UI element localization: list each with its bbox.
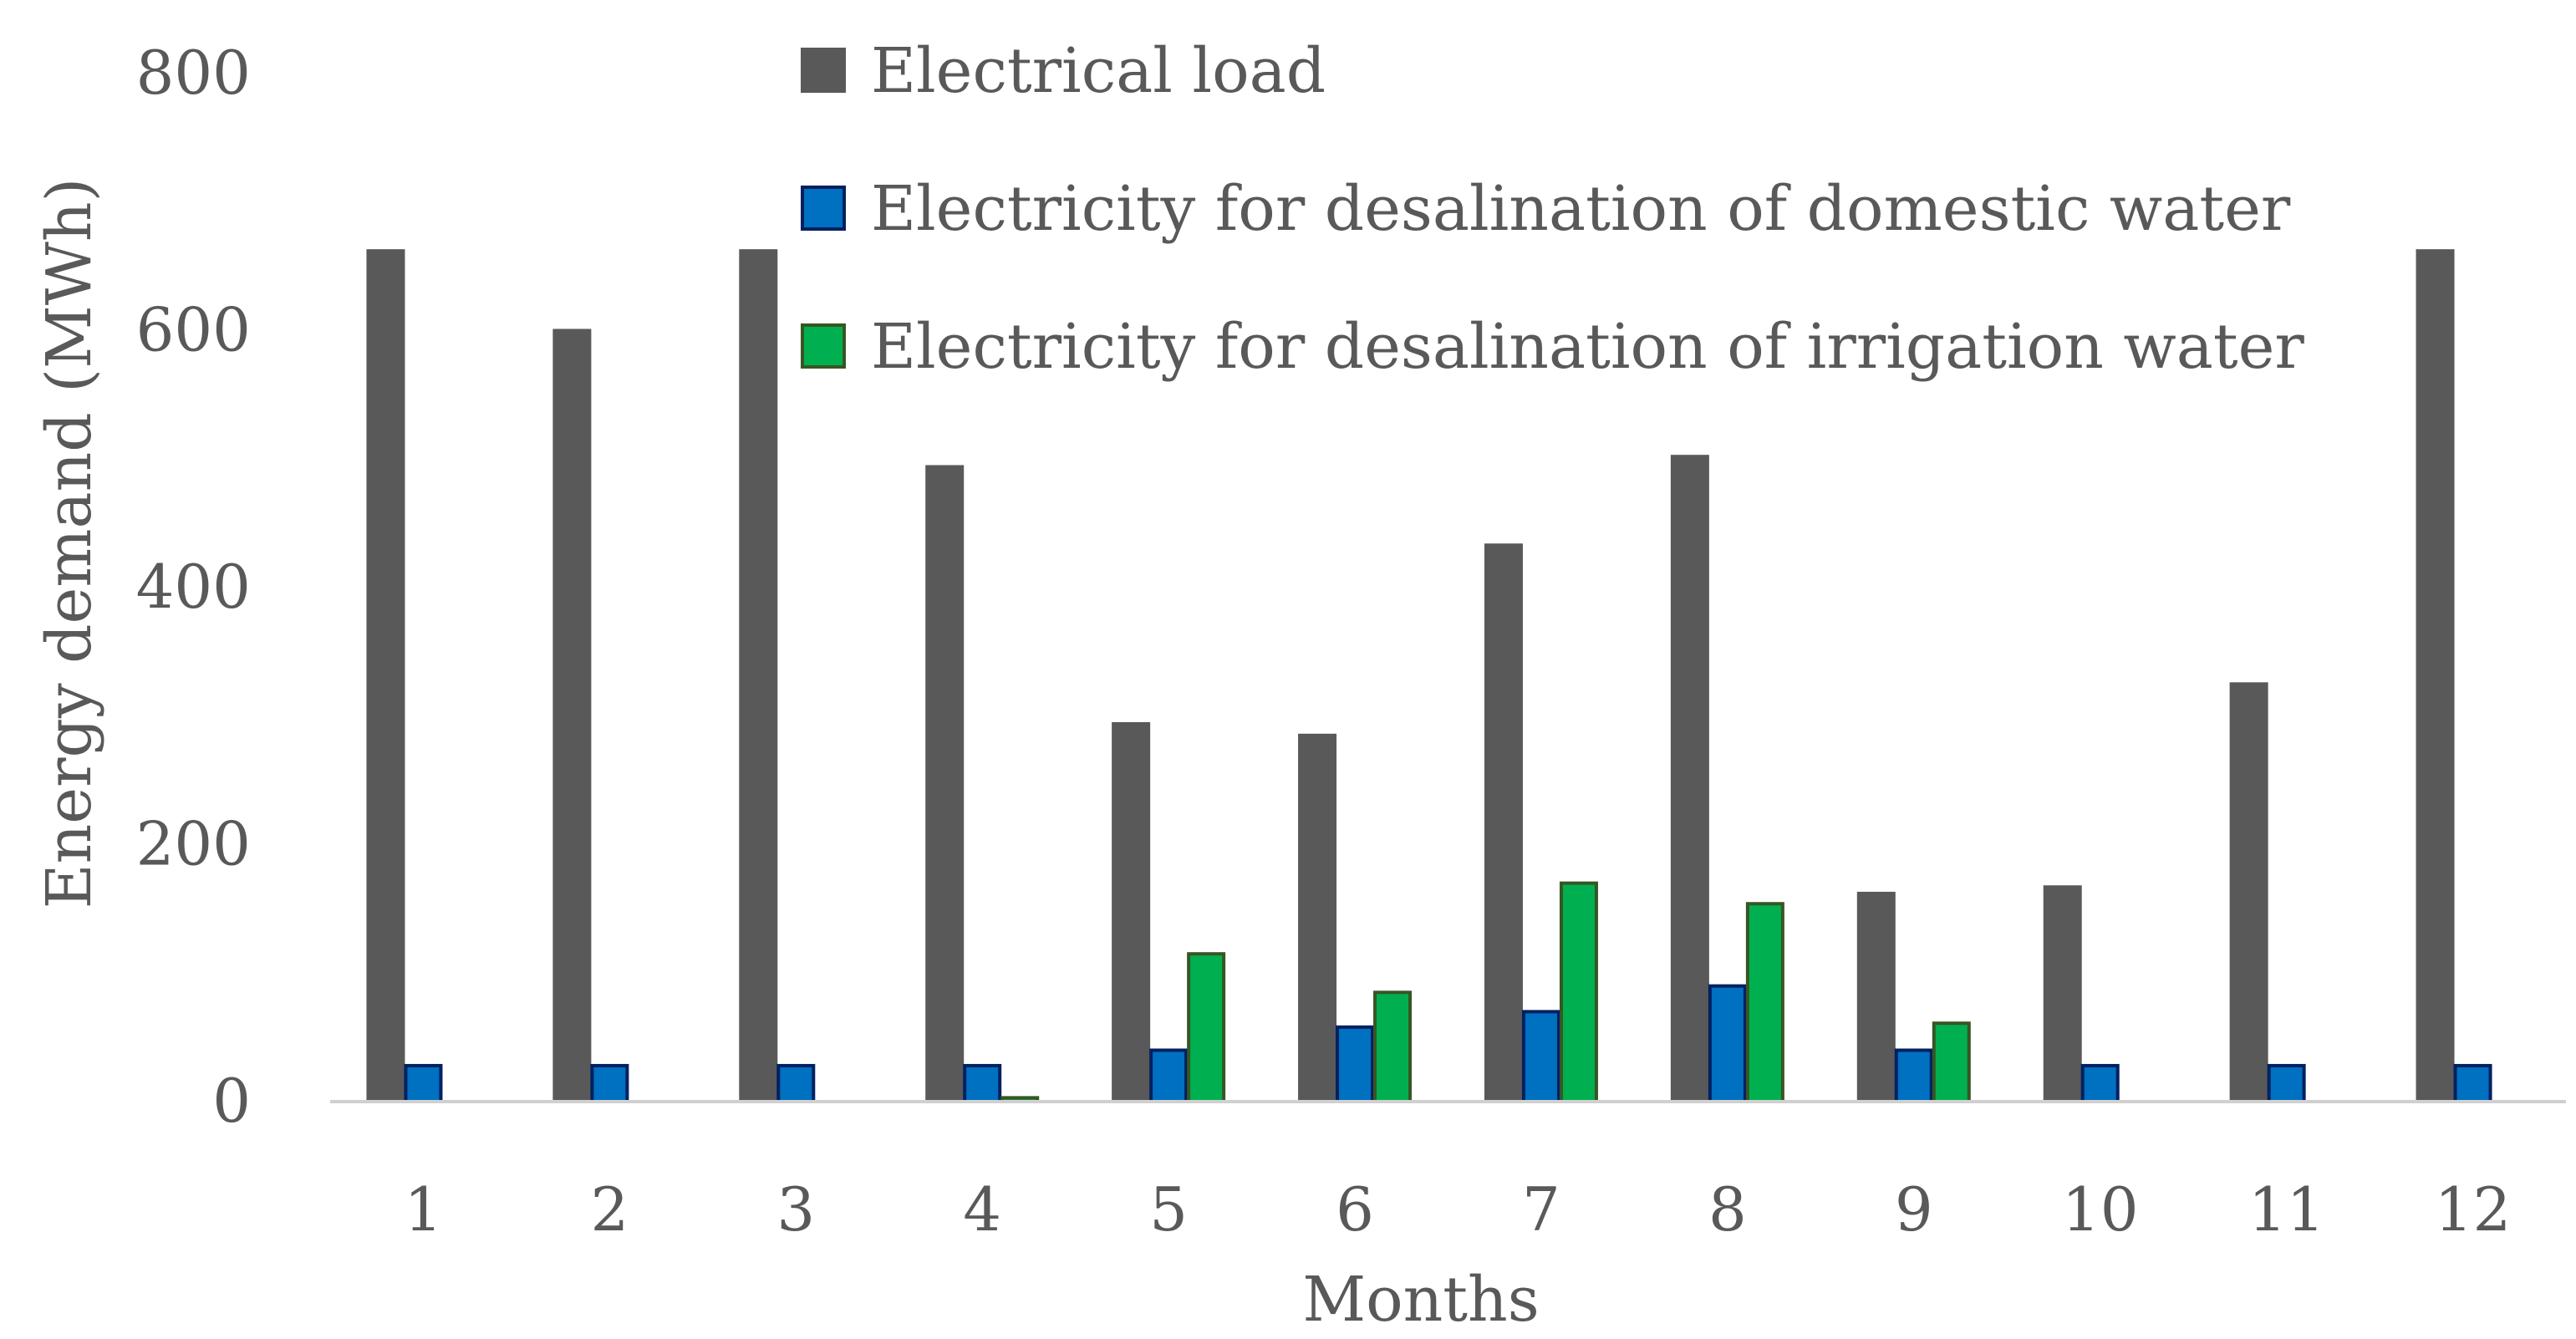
bar-electrical-load-month-10 — [2043, 885, 2082, 1104]
bar-irrigation-desalination-month-6 — [1373, 990, 1413, 1103]
bar-electrical-load-month-5 — [1112, 721, 1151, 1103]
legend-label: Electricity for desalination of irrigati… — [871, 311, 2304, 383]
bar-domestic-desalination-month-12 — [2453, 1063, 2492, 1103]
bar-domestic-desalination-month-8 — [1708, 984, 1747, 1103]
x-tick-label: 10 — [2062, 1174, 2139, 1245]
y-axis-title-group: Energy demand (MWh) — [33, 178, 105, 909]
legend-swatch — [801, 48, 846, 93]
x-tick-label: 1 — [405, 1174, 443, 1245]
x-tick-label: 9 — [1895, 1174, 1933, 1245]
bar-electrical-load-month-4 — [925, 465, 965, 1103]
x-tick-label: 11 — [2248, 1174, 2325, 1245]
bar-irrigation-desalination-month-9 — [1932, 1021, 1971, 1104]
bar-electrical-load-month-2 — [552, 328, 592, 1103]
bar-electrical-load-month-7 — [1484, 543, 1523, 1103]
y-tick-label: 0 — [212, 1066, 251, 1136]
y-tick-label: 400 — [136, 552, 251, 622]
y-tick-label: 600 — [136, 295, 251, 365]
y-tick-label: 200 — [136, 809, 251, 879]
bar-domestic-desalination-month-7 — [1521, 1010, 1560, 1103]
y-axis-title: Energy demand (MWh) — [33, 178, 105, 909]
x-tick-label: 3 — [776, 1174, 815, 1245]
legend: Electrical load Electricity for desalinat… — [801, 35, 2304, 383]
legend-swatch — [801, 186, 846, 231]
x-axis-title: Months — [1302, 1264, 1539, 1336]
bar-irrigation-desalination-month-8 — [1745, 902, 1784, 1103]
bar-domestic-desalination-month-6 — [1336, 1025, 1375, 1103]
x-tick-label: 4 — [963, 1174, 1001, 1245]
x-tick-label: 7 — [1522, 1174, 1560, 1245]
legend-label: Electricity for desalination of domestic… — [871, 173, 2291, 245]
bar-domestic-desalination-month-9 — [1894, 1048, 1933, 1103]
x-tick-label: 12 — [2435, 1174, 2512, 1245]
legend-label: Electrical load — [871, 35, 1326, 107]
x-tick-label: 2 — [590, 1174, 629, 1245]
bar-domestic-desalination-month-2 — [590, 1063, 629, 1103]
bar-domestic-desalination-month-11 — [2267, 1063, 2306, 1103]
y-tick-label: 800 — [136, 38, 251, 108]
bar-irrigation-desalination-month-7 — [1559, 881, 1598, 1103]
x-tick-label: 5 — [1149, 1174, 1188, 1245]
x-tick-label: 6 — [1336, 1174, 1374, 1245]
legend-swatch — [801, 323, 846, 369]
bar-electrical-load-month-6 — [1298, 733, 1337, 1103]
bar-domestic-desalination-month-3 — [776, 1063, 816, 1103]
bar-electrical-load-month-8 — [1670, 455, 1709, 1103]
x-tick-label: 8 — [1708, 1174, 1747, 1245]
bar-electrical-load-month-12 — [2416, 249, 2455, 1103]
bar-electrical-load-month-1 — [366, 249, 405, 1103]
y-axis-ticks: 0 200 400 600 800 — [136, 38, 251, 1136]
bar-electrical-load-month-3 — [739, 249, 778, 1103]
bar-electrical-load-month-11 — [2229, 682, 2268, 1103]
x-axis-ticks: 1 2 3 4 5 6 7 8 9 10 11 12 — [405, 1174, 2512, 1245]
bar-domestic-desalination-month-4 — [963, 1063, 1002, 1103]
bars-group — [366, 249, 2492, 1104]
bar-irrigation-desalination-month-5 — [1187, 952, 1226, 1103]
bar-electrical-load-month-9 — [1856, 891, 1896, 1104]
bar-domestic-desalination-month-10 — [2080, 1063, 2120, 1103]
bar-domestic-desalination-month-1 — [404, 1063, 443, 1103]
bar-domestic-desalination-month-5 — [1149, 1048, 1189, 1103]
